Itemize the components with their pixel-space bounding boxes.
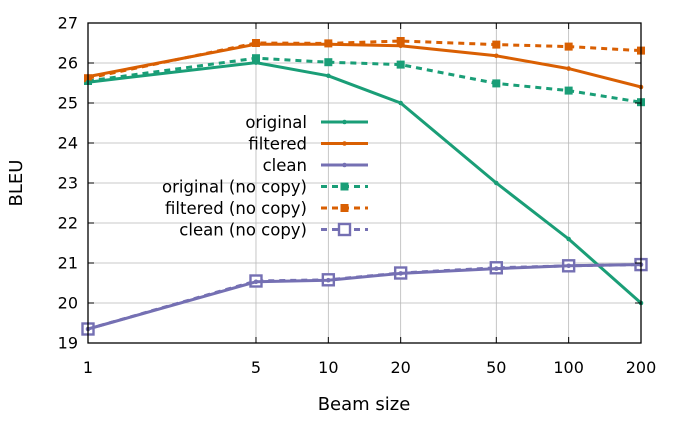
y-tick-label: 23: [58, 174, 78, 193]
legend-item-filtered-no-copy: filtered (no copy): [165, 199, 368, 218]
y-tick-label: 25: [58, 94, 78, 113]
legend-item-original: original: [245, 113, 368, 132]
legend-item-filtered: filtered: [248, 135, 368, 154]
data-point-original: [398, 100, 403, 106]
data-point-clean: [253, 279, 259, 285]
data-point-filtered-no-copy: [492, 40, 501, 49]
data-point-clean: [494, 266, 499, 271]
x-tick-label: 20: [390, 358, 410, 377]
data-point-original-no-copy: [324, 58, 333, 67]
x-tick-label: 5: [251, 358, 261, 377]
legend-marker-filtered: [342, 141, 347, 146]
data-point-original: [494, 180, 499, 186]
legend-label: clean: [263, 156, 307, 175]
x-tick-label: 200: [626, 358, 657, 377]
series-line-clean: [87, 263, 642, 331]
series-line-clean-no-copy: [87, 263, 642, 331]
data-point-filtered: [566, 66, 571, 71]
data-point-original: [566, 236, 571, 242]
x-tick-label: 1: [83, 358, 93, 377]
y-tick-label: 21: [58, 254, 78, 273]
data-point-original-no-copy: [564, 86, 573, 95]
data-point-filtered: [494, 53, 499, 59]
y-axis-title: BLEU: [6, 160, 27, 207]
series-line-original-no-copy: [87, 56, 642, 104]
data-point-filtered-no-copy: [564, 42, 573, 51]
series-clean-no-copy: [81, 257, 648, 336]
legend: original filtered clean original (no copy) f…: [162, 113, 368, 240]
legend-marker-clean: [342, 162, 347, 168]
data-point-original-no-copy: [396, 60, 405, 69]
data-point-clean: [566, 263, 571, 269]
data-point-original: [253, 60, 259, 65]
legend-item-clean-no-copy: clean (no copy): [179, 221, 368, 240]
data-point-clean: [398, 271, 403, 276]
legend-marker-original: [342, 119, 347, 125]
data-point-filtered-no-copy: [396, 37, 405, 45]
y-tick-label: 19: [58, 334, 78, 353]
axis-ticks: 19 20 21 22 23 24 25 26 27 1 5 10 20 50 100 200: [58, 14, 657, 378]
x-tick-label: 10: [318, 358, 338, 377]
series-original: [85, 60, 644, 306]
legend-label: filtered: [248, 135, 307, 154]
x-tick-label: 100: [553, 358, 584, 377]
y-tick-label: 26: [58, 54, 78, 73]
data-point-clean: [326, 277, 331, 283]
legend-marker-original-no-copy: [340, 182, 349, 191]
legend-label: filtered (no copy): [165, 199, 307, 218]
series-clean: [85, 262, 644, 332]
legend-item-clean: clean: [263, 156, 368, 175]
series-lines: [81, 37, 648, 336]
y-tick-label: 20: [58, 294, 78, 313]
data-point-filtered: [253, 41, 259, 47]
legend-marker-filtered-no-copy: [340, 204, 349, 212]
legend-item-original-no-copy: original (no copy): [162, 178, 368, 197]
legend-label: clean (no copy): [179, 221, 307, 240]
x-tick-label: 50: [486, 358, 506, 377]
y-tick-label: 22: [58, 214, 78, 233]
data-point-original-no-copy: [492, 79, 501, 88]
series-line-filtered: [87, 42, 642, 89]
data-point-original: [326, 73, 331, 79]
y-tick-label: 27: [58, 14, 78, 33]
data-point-original-no-copy: [251, 54, 260, 63]
legend-label: original: [245, 113, 307, 132]
data-point-filtered: [326, 41, 331, 47]
legend-marker-clean-no-copy: [337, 222, 352, 237]
legend-label: original (no copy): [162, 178, 307, 197]
x-axis-title: Beam size: [318, 394, 411, 415]
series-filtered: [85, 41, 644, 90]
data-point-filtered: [398, 43, 403, 49]
y-tick-label: 24: [58, 134, 78, 153]
